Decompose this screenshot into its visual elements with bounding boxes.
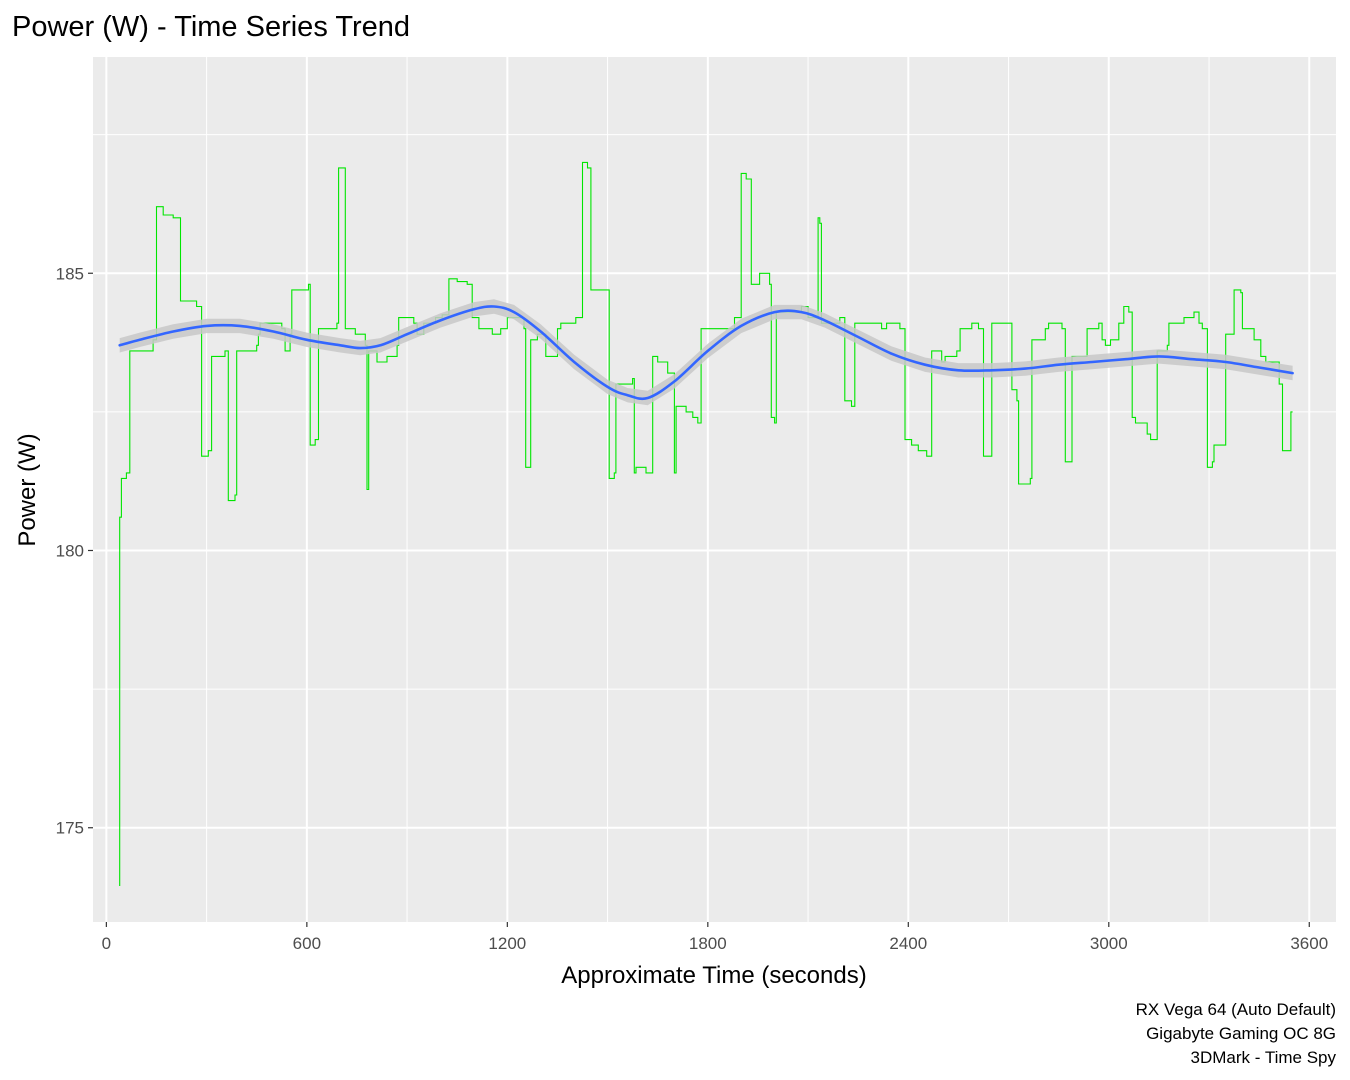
- y-axis: 175 180 185: [56, 264, 93, 838]
- y-tick-label: 180: [56, 541, 84, 560]
- caption-line: 3DMark - Time Spy: [1190, 1048, 1336, 1067]
- x-tick-label: 0: [102, 934, 111, 953]
- chart-title: Power (W) - Time Series Trend: [12, 11, 411, 43]
- y-axis-label: Power (W): [14, 433, 41, 546]
- x-tick-label: 600: [293, 934, 321, 953]
- plot-panel: [93, 57, 1336, 922]
- power-series-line: [119, 161, 1293, 886]
- y-tick-label: 175: [56, 819, 84, 838]
- caption-line: RX Vega 64 (Auto Default): [1135, 1000, 1336, 1019]
- grid-major: [93, 57, 1336, 922]
- y-tick-label: 185: [56, 264, 84, 283]
- series-layer: [118, 161, 1294, 886]
- x-tick-label: 3600: [1290, 934, 1328, 953]
- grid-minor: [93, 57, 1336, 922]
- trend-line: [118, 305, 1294, 401]
- caption-line: Gigabyte Gaming OC 8G: [1146, 1024, 1336, 1043]
- x-tick-label: 3000: [1090, 934, 1128, 953]
- x-tick-label: 2400: [889, 934, 927, 953]
- x-axis: 0 600 1200 1800 2400 3000 3600: [102, 922, 1328, 953]
- x-tick-label: 1200: [488, 934, 526, 953]
- x-tick-label: 1800: [689, 934, 727, 953]
- x-axis-label: Approximate Time (seconds): [561, 962, 866, 989]
- chart-caption: RX Vega 64 (Auto Default) Gigabyte Gamin…: [1136, 998, 1336, 1070]
